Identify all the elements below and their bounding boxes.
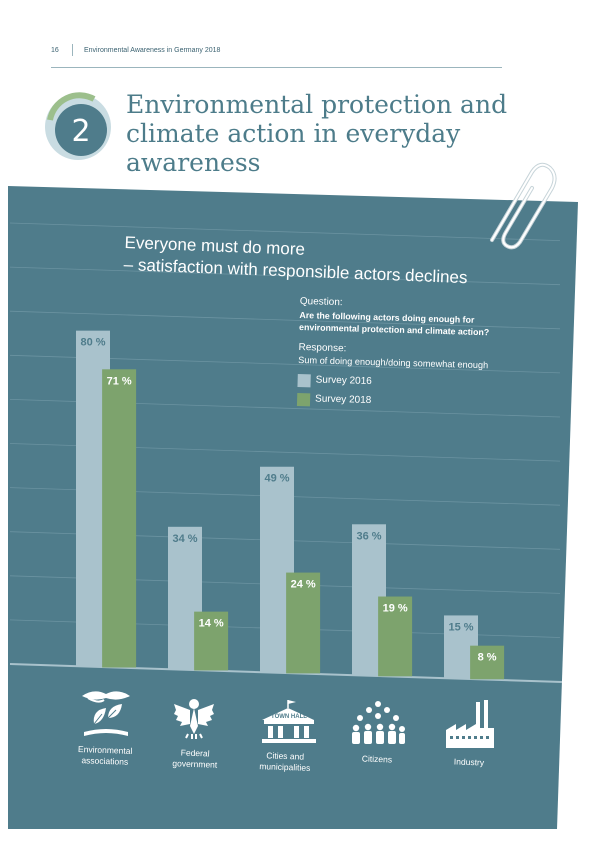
- category-label-environmental-associations: Environmental associations: [60, 743, 151, 767]
- hands-plants-icon: [82, 691, 130, 736]
- bar-2018-3: [378, 596, 413, 677]
- data-label-2018-3: 19 %: [383, 603, 408, 615]
- badge-accent-arc: [47, 92, 96, 121]
- running-title: Environmental Awareness in Germany 2018: [84, 47, 221, 54]
- data-label-2016-4: 15 %: [448, 621, 473, 633]
- gridline: [9, 222, 561, 241]
- legend-swatch-2016: [297, 373, 311, 387]
- page-number: 16: [51, 47, 59, 54]
- paperclip-icon: [490, 162, 557, 250]
- badge-disc: [55, 104, 107, 156]
- data-label-2018-4: 8 %: [478, 652, 497, 664]
- data-label-2016-1: 34 %: [172, 533, 197, 545]
- header-separator: [72, 44, 73, 56]
- chapter-title: Environmental protection and climate act…: [126, 90, 526, 177]
- category-label-cities-municipalities: Cities and municipalities: [240, 749, 331, 773]
- town-hall-icon: TOWN HALL: [262, 700, 316, 743]
- chapter-title-line-1: Environmental protection and: [126, 90, 508, 119]
- data-label-2018-1: 14 %: [199, 618, 224, 630]
- people-group-icon: [352, 701, 405, 744]
- category-label-federal-government: Federal government: [150, 746, 241, 770]
- gridline: [9, 310, 561, 330]
- bar-2018-4: [470, 645, 505, 680]
- data-label-2016-3: 36 %: [356, 530, 381, 542]
- data-label-2016-0: 80 %: [80, 337, 105, 349]
- chapter-number: 2: [71, 114, 90, 149]
- question-response-legend: Question: Are the following actors doing…: [296, 296, 540, 412]
- bar-2018-2: [286, 572, 321, 674]
- town-hall-sign: TOWN HALL: [271, 714, 307, 720]
- baseline: [9, 663, 563, 683]
- factory-icon: [446, 700, 494, 748]
- legend-item-2016: Survey 2016: [297, 373, 537, 393]
- chapter-title-line-2: climate action in everyday: [126, 119, 461, 148]
- bar-2018-0: [102, 369, 137, 668]
- bar-2018-1: [194, 611, 229, 671]
- header-rule: [51, 67, 502, 68]
- data-label-2018-2: 24 %: [291, 579, 316, 591]
- legend-label-2016: Survey 2016: [315, 374, 372, 387]
- federal-eagle-icon: [174, 699, 214, 739]
- legend-label-2018: Survey 2018: [314, 393, 372, 406]
- data-label-2018-0: 71 %: [107, 375, 132, 387]
- gridline: [9, 266, 561, 286]
- chapter-title-line-3: awareness: [126, 148, 261, 177]
- legend-swatch-2018: [296, 392, 311, 406]
- chapter-badge: 2: [45, 92, 111, 160]
- data-label-2016-2: 49 %: [264, 473, 289, 485]
